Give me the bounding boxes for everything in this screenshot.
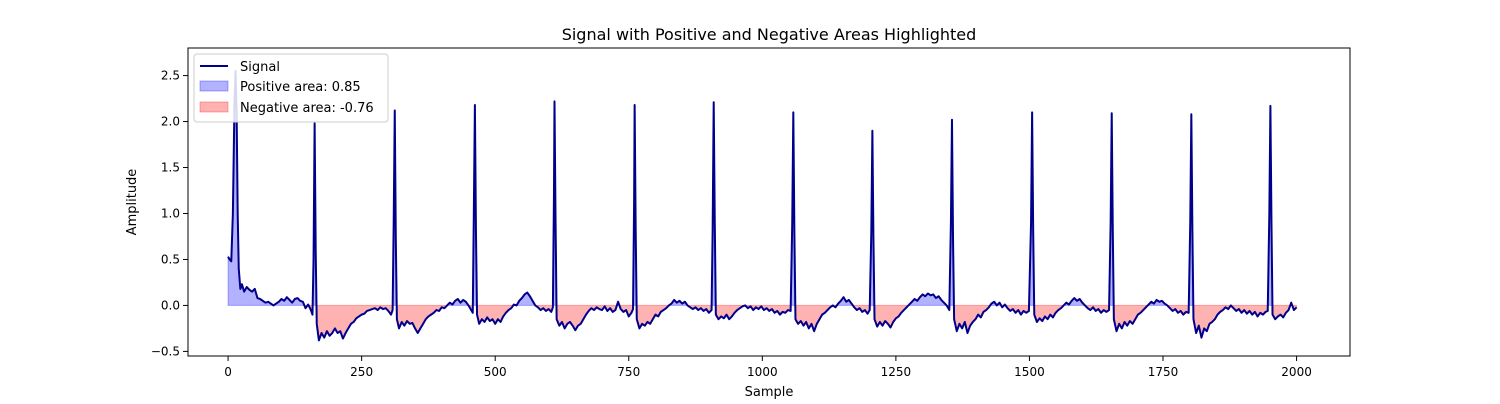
- x-tick-label: 1750: [1148, 365, 1179, 379]
- y-tick-label: −0.5: [151, 344, 180, 358]
- x-axis-label: Sample: [745, 385, 794, 400]
- y-tick-label: 1.0: [161, 206, 180, 220]
- x-tick-label: 750: [617, 365, 640, 379]
- legend-box: [193, 53, 389, 123]
- x-tick-label: 1000: [747, 365, 778, 379]
- chart-title: Signal with Positive and Negative Areas …: [562, 25, 977, 44]
- legend: Signal Positive area: 0.85 Negative area…: [193, 53, 389, 123]
- y-tick-label: 1.5: [161, 161, 180, 175]
- x-tick-label: 1500: [1014, 365, 1045, 379]
- x-tick-label: 250: [350, 365, 373, 379]
- y-axis-ticks: −0.5 0.0 0.5 1.0 1.5 2.0 2.5: [151, 69, 188, 358]
- x-tick-label: 1250: [881, 365, 912, 379]
- y-tick-label: 2.0: [161, 115, 180, 129]
- y-tick-label: 0.5: [161, 252, 180, 266]
- legend-positive-swatch: [199, 80, 229, 92]
- x-tick-label: 500: [484, 365, 507, 379]
- axes-frame: [187, 47, 1351, 357]
- y-tick-label: 2.5: [161, 69, 180, 83]
- legend-label-negative: Negative area: -0.76: [240, 101, 374, 116]
- x-tick-label: 0: [224, 365, 232, 379]
- y-tick-label: 0.0: [161, 298, 180, 312]
- x-axis-ticks: 0 250 500 750 1000 1250 1500 1750 2000: [224, 356, 1312, 379]
- signal-line: [227, 69, 1298, 342]
- legend-label-signal: Signal: [240, 60, 280, 75]
- legend-negative-swatch: [199, 101, 229, 113]
- x-tick-label: 2000: [1281, 365, 1312, 379]
- legend-label-positive: Positive area: 0.85: [240, 80, 361, 95]
- y-axis-label: Amplitude: [125, 169, 140, 236]
